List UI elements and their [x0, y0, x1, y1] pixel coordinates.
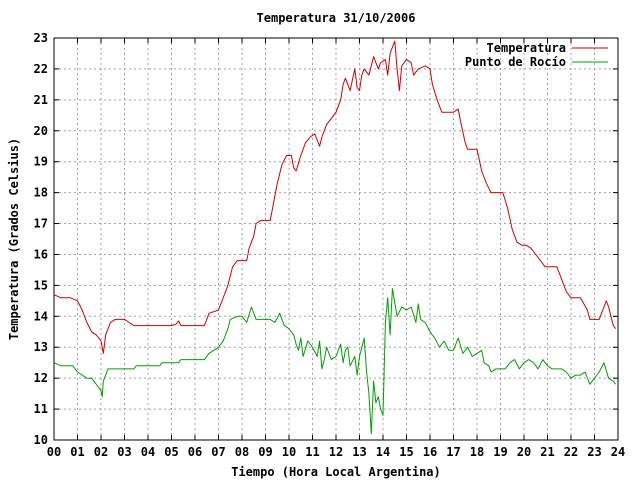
x-tick-label: 12	[329, 445, 343, 459]
x-tick-label: 09	[258, 445, 272, 459]
legend-label-punto-de-rocio: Punto de Rocío	[465, 55, 566, 69]
x-tick-label: 18	[470, 445, 484, 459]
x-tick-label: 13	[352, 445, 366, 459]
series-lines	[53, 40, 617, 435]
x-axis-label: Tiempo (Hora Local Argentina)	[231, 465, 441, 479]
y-tick-label: 19	[34, 155, 48, 169]
x-tick-label: 22	[564, 445, 578, 459]
x-tick-label: 07	[211, 445, 225, 459]
y-tick-label: 11	[34, 402, 48, 416]
x-tick-label: 02	[94, 445, 108, 459]
y-tick-label: 20	[34, 124, 48, 138]
x-tick-label: 10	[282, 445, 296, 459]
x-tick-label: 16	[423, 445, 437, 459]
x-tick-label: 00	[47, 445, 61, 459]
y-tick-label: 17	[34, 217, 48, 231]
x-tick-label: 24	[611, 445, 625, 459]
x-tick-label: 11	[305, 445, 319, 459]
x-tick-label: 20	[517, 445, 531, 459]
x-tick-label: 19	[493, 445, 507, 459]
y-tick-label: 22	[34, 62, 48, 76]
y-tick-label: 13	[34, 340, 48, 354]
y-axis-label: Temperatura (Grados Celsius)	[7, 138, 21, 340]
series-line-punto-de-rocio	[53, 288, 617, 435]
legend: Temperatura Punto de Rocío	[465, 41, 608, 69]
x-tick-label: 01	[70, 445, 84, 459]
chart-title: Temperatura 31/10/2006	[257, 11, 416, 25]
y-tick-label: 14	[34, 309, 48, 323]
y-tick-label: 21	[34, 93, 48, 107]
x-tick-label: 21	[540, 445, 554, 459]
x-tick-label: 03	[117, 445, 131, 459]
x-tick-label: 08	[235, 445, 249, 459]
y-tick-label: 23	[34, 31, 48, 45]
grid-lines	[54, 38, 618, 440]
x-tick-label: 04	[141, 445, 155, 459]
x-tick-label: 17	[446, 445, 460, 459]
y-tick-label: 10	[34, 433, 48, 447]
y-tick-label: 15	[34, 278, 48, 292]
y-tick-label: 16	[34, 247, 48, 261]
x-tick-label: 05	[164, 445, 178, 459]
series-line-temperatura	[53, 40, 617, 354]
y-tick-label: 12	[34, 371, 48, 385]
x-tick-label: 15	[399, 445, 413, 459]
y-tick-label: 18	[34, 186, 48, 200]
legend-label-temperatura: Temperatura	[487, 41, 566, 55]
x-tick-label: 06	[188, 445, 202, 459]
axis-ticks: 00 01 02 03 04 05 06 07 08 09 10 11 12 13 14 15 16 17 18 19…	[34, 31, 626, 459]
x-tick-label: 14	[376, 445, 390, 459]
x-tick-label: 23	[587, 445, 601, 459]
